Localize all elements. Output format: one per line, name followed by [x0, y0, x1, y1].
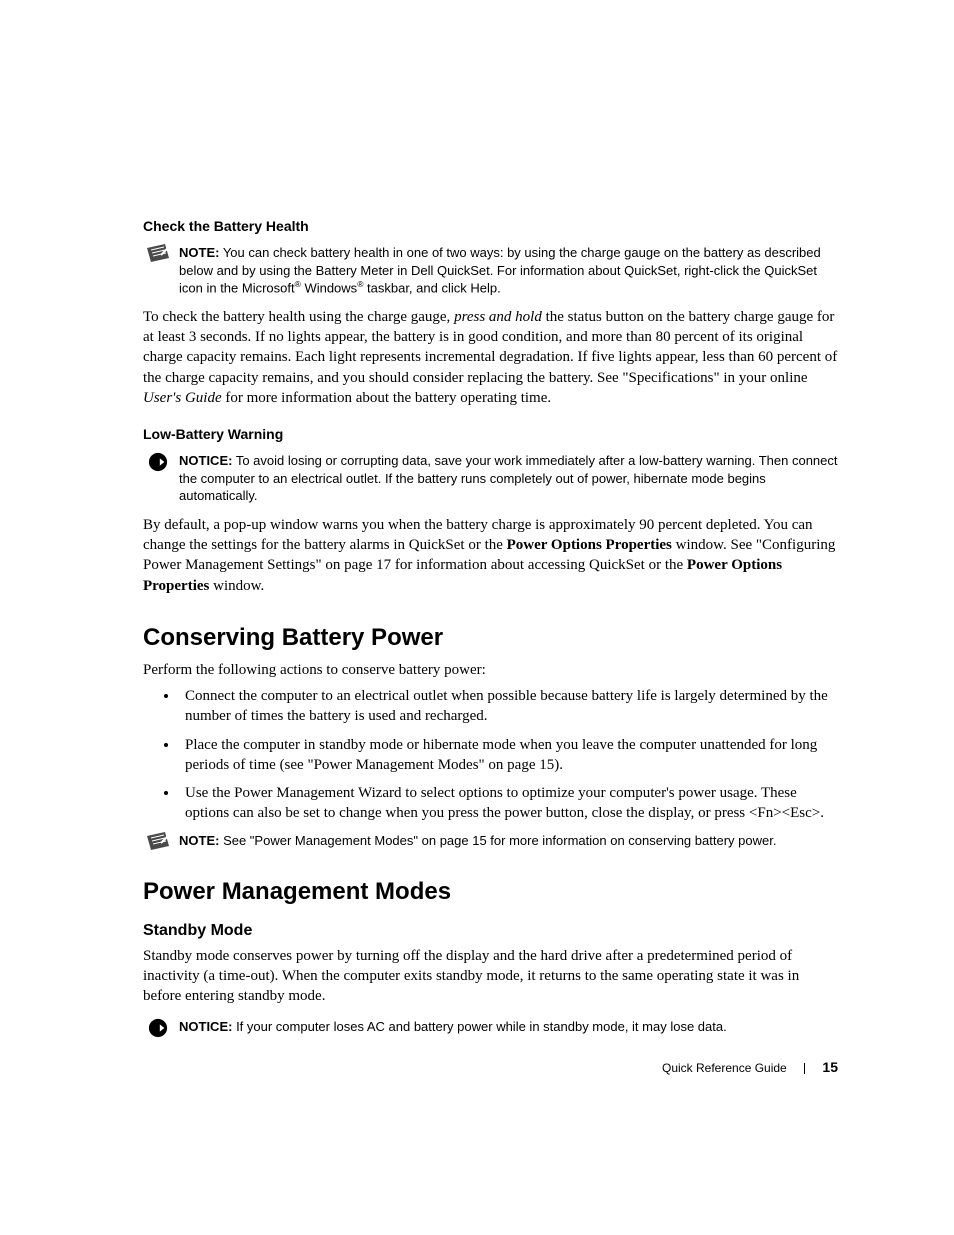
heading-conserving: Conserving Battery Power — [143, 624, 838, 652]
notice-label: NOTICE: — [179, 453, 232, 468]
note-block: NOTE: You can check battery health in on… — [147, 244, 838, 297]
intro-conserving: Perform the following actions to conserv… — [143, 660, 838, 680]
footer-title: Quick Reference Guide — [662, 1061, 787, 1075]
notice-label: NOTICE: — [179, 1019, 232, 1034]
notice-block: NOTICE: To avoid losing or corrupting da… — [147, 452, 838, 505]
page-number: 15 — [822, 1059, 838, 1075]
list-item: Connect the computer to an electrical ou… — [179, 686, 838, 727]
note-text: NOTE: You can check battery health in on… — [179, 244, 838, 297]
note-icon — [147, 244, 169, 262]
note-label: NOTE: — [179, 833, 219, 848]
list-item: Place the computer in standby mode or hi… — [179, 735, 838, 776]
notice-icon — [147, 1018, 169, 1038]
note-icon — [147, 832, 169, 850]
note-label: NOTE: — [179, 245, 219, 260]
list-item: Use the Power Management Wizard to selec… — [179, 783, 838, 824]
note-text-2: NOTE: See "Power Management Modes" on pa… — [179, 832, 838, 850]
notice-block-2: NOTICE: If your computer loses AC and ba… — [147, 1018, 838, 1038]
body-check-battery: To check the battery health using the ch… — [143, 307, 838, 408]
heading-power-mgmt: Power Management Modes — [143, 878, 838, 906]
page-footer: Quick Reference Guide 15 — [662, 1059, 838, 1075]
notice-text-2: NOTICE: If your computer loses AC and ba… — [179, 1018, 838, 1036]
body-standby: Standby mode conserves power by turning … — [143, 946, 838, 1007]
page: Check the Battery Health NOTE: You can c… — [0, 0, 954, 1235]
heading-standby: Standby Mode — [143, 922, 838, 940]
footer-separator — [804, 1063, 805, 1074]
notice-text: NOTICE: To avoid losing or corrupting da… — [179, 452, 838, 505]
bullet-list: Connect the computer to an electrical ou… — [143, 686, 838, 824]
heading-low-battery: Low-Battery Warning — [143, 426, 838, 442]
heading-check-battery-health: Check the Battery Health — [143, 218, 838, 234]
body-low-battery: By default, a pop-up window warns you wh… — [143, 515, 838, 596]
notice-icon — [147, 452, 169, 472]
note-block-2: NOTE: See "Power Management Modes" on pa… — [147, 832, 838, 850]
